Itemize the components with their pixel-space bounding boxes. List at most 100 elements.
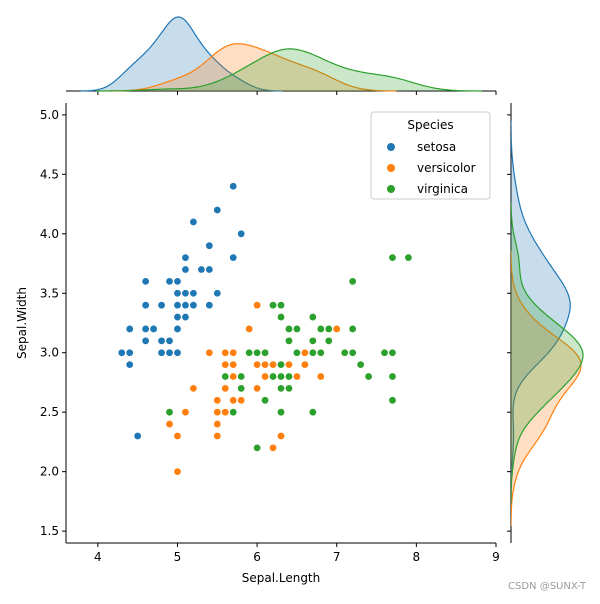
point-versicolor — [221, 408, 230, 417]
point-versicolor — [237, 396, 246, 405]
point-setosa — [205, 265, 214, 274]
point-versicolor — [221, 384, 230, 393]
point-setosa — [213, 289, 222, 298]
top-kde-fill-virginica — [95, 48, 483, 91]
point-setosa — [181, 313, 190, 322]
point-virginica — [276, 301, 285, 310]
point-setosa — [141, 301, 150, 310]
legend: Species setosa versicolor virginica — [370, 111, 491, 200]
y-axis-label: Sepal.Width — [15, 287, 29, 359]
point-setosa — [173, 301, 182, 310]
point-versicolor — [300, 360, 309, 369]
point-versicolor — [284, 360, 293, 369]
top-kde-fill-versicolor — [109, 43, 397, 91]
point-virginica — [380, 348, 389, 357]
legend-label-versicolor: versicolor — [417, 161, 476, 175]
point-virginica — [284, 384, 293, 393]
point-versicolor — [221, 360, 230, 369]
point-versicolor — [181, 408, 190, 417]
point-virginica — [348, 324, 357, 333]
point-setosa — [125, 348, 134, 357]
point-setosa — [189, 301, 198, 310]
point-virginica — [237, 384, 246, 393]
point-setosa — [181, 253, 190, 262]
point-setosa — [189, 217, 198, 226]
point-versicolor — [292, 372, 301, 381]
right-kde-line-versicolor — [511, 250, 582, 526]
x-tick-label: 8 — [413, 550, 421, 564]
point-virginica — [388, 253, 397, 262]
point-virginica — [308, 408, 317, 417]
point-versicolor — [245, 324, 254, 333]
point-virginica — [308, 336, 317, 345]
point-versicolor — [229, 396, 238, 405]
point-setosa — [213, 206, 222, 215]
point-versicolor — [189, 384, 198, 393]
point-virginica — [253, 443, 262, 452]
top-marginal-kde — [66, 16, 497, 95]
point-setosa — [165, 336, 174, 345]
point-virginica — [245, 348, 254, 357]
right-kde-line-virginica — [511, 201, 584, 504]
point-virginica — [284, 372, 293, 381]
legend-marker-versicolor — [387, 164, 395, 172]
point-versicolor — [213, 420, 222, 429]
point-virginica — [237, 372, 246, 381]
right-marginal-kde — [507, 103, 584, 543]
point-virginica — [348, 277, 357, 286]
point-versicolor — [276, 431, 285, 440]
point-virginica — [229, 408, 238, 417]
point-virginica — [269, 301, 278, 310]
point-setosa — [165, 348, 174, 357]
point-virginica — [364, 372, 373, 381]
point-virginica — [284, 324, 293, 333]
y-tick-label: 4.5 — [40, 167, 59, 181]
point-virginica — [292, 324, 301, 333]
top-kde-fill-setosa — [80, 17, 283, 91]
point-virginica — [308, 313, 317, 322]
point-versicolor — [253, 360, 262, 369]
main-axes: 4 5 6 7 8 9 1.5 2.0 2.5 3.0 3.5 4.0 4.5 5.0 Sepal.Leng… — [15, 103, 500, 585]
x-axis-label: Sepal.Length — [242, 571, 321, 585]
legend-box — [370, 111, 491, 200]
y-tick-label: 1.5 — [40, 524, 59, 538]
point-versicolor — [173, 467, 182, 476]
point-virginica — [404, 253, 413, 262]
point-virginica — [276, 408, 285, 417]
point-virginica — [324, 324, 333, 333]
legend-marker-setosa — [387, 143, 395, 151]
point-versicolor — [213, 431, 222, 440]
point-setosa — [173, 277, 182, 286]
point-virginica — [276, 372, 285, 381]
point-versicolor — [213, 396, 222, 405]
top-kde-line-versicolor — [109, 43, 397, 92]
point-virginica — [276, 360, 285, 369]
point-versicolor — [173, 431, 182, 440]
legend-label-virginica: virginica — [417, 182, 468, 196]
point-versicolor — [229, 348, 238, 357]
point-versicolor — [253, 384, 262, 393]
y-tick-label: 2.0 — [40, 465, 59, 479]
point-setosa — [125, 360, 134, 369]
point-virginica — [324, 336, 333, 345]
point-setosa — [165, 277, 174, 286]
point-setosa — [133, 431, 142, 440]
point-setosa — [181, 301, 190, 310]
y-tick-label: 3.5 — [40, 286, 59, 300]
point-versicolor — [253, 301, 262, 310]
point-versicolor — [261, 360, 270, 369]
point-versicolor — [221, 348, 230, 357]
point-setosa — [173, 313, 182, 322]
x-tick-label: 6 — [253, 550, 261, 564]
y-tick-label: 4.0 — [40, 227, 59, 241]
top-kde-line-virginica — [95, 48, 482, 92]
right-kde-fill-setosa — [511, 120, 571, 502]
point-setosa — [229, 182, 238, 191]
point-virginica — [316, 348, 325, 357]
point-setosa — [197, 265, 206, 274]
top-kde-line-setosa — [80, 16, 283, 92]
point-virginica — [261, 396, 270, 405]
point-virginica — [269, 372, 278, 381]
point-setosa — [237, 229, 246, 238]
